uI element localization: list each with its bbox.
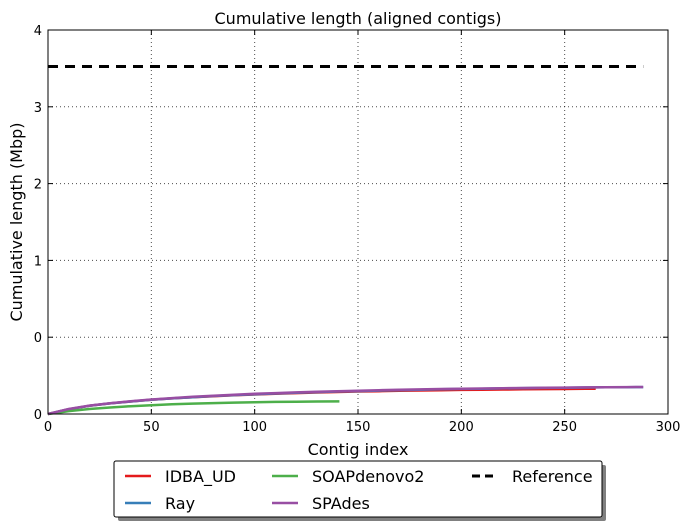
y-axis-label: Cumulative length (Mbp) [7,122,26,321]
y-tick-label: 4 [34,24,42,39]
y-tick-label: 3 [34,101,42,116]
series-line-spades [47,385,644,416]
x-tick-label: 0 [44,420,52,435]
legend-label: IDBA_UD [165,467,236,487]
x-tick-label: 100 [242,420,267,435]
y-axis-ticks: 0 0 1 2 3 4 [34,24,668,423]
x-axis-label: Contig index [308,440,409,459]
legend-label: Ray [165,494,195,513]
legend-label: SPAdes [312,494,370,513]
x-tick-label: 300 [656,420,681,435]
legend-items: IDBA_UD Ray SOAPdenovo2 SPAdes Reference [125,467,593,513]
x-tick-label: 50 [143,420,160,435]
legend: IDBA_UD Ray SOAPdenovo2 SPAdes Reference [113,460,606,521]
x-tick-label: 150 [346,420,371,435]
series-line-soapdenovo2 [47,400,340,416]
grid [48,30,668,414]
y-tick-label: 0 [34,408,42,423]
y-tick-label: 1 [34,254,42,269]
legend-label: Reference [512,467,593,486]
x-axis-ticks: 0 50 100 150 200 250 300 [44,30,681,435]
x-tick-label: 200 [449,420,474,435]
legend-label: SOAPdenovo2 [312,467,424,486]
x-tick-label: 250 [552,420,577,435]
chart-title: Cumulative length (aligned contigs) [215,9,502,28]
y-tick-label: 2 [34,178,42,193]
y-tick-label: 0 [34,331,42,346]
series-layer [47,65,644,416]
